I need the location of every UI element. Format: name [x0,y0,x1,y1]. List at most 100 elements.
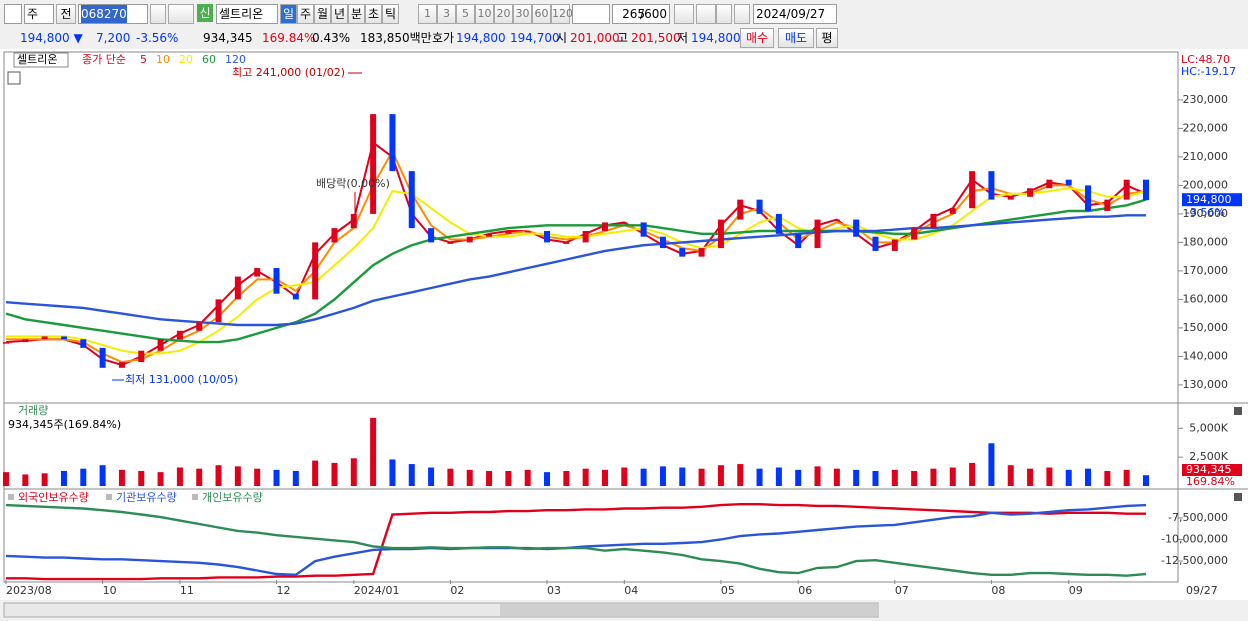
interval-button[interactable]: 30 [513,4,532,24]
interval-select[interactable] [572,4,610,24]
open: 201,000 [570,31,620,45]
prev-button[interactable]: 전 [56,4,76,24]
x-tick-label: 12 [277,584,291,597]
volume-bar [292,470,299,486]
volume-bar [891,469,898,486]
x-tick-label: 07 [895,584,909,597]
volume-bar [544,472,551,486]
volume-bar [99,465,106,486]
y-tick-label: 210,000 [1183,150,1229,163]
menu-icon[interactable] [4,4,22,24]
volume-bar [698,468,705,486]
close-icon[interactable] [1234,493,1242,501]
candle [988,171,995,200]
volume-bar [1027,468,1034,486]
period-button[interactable]: 틱 [382,4,399,24]
x-tick-label: 06 [798,584,812,597]
candle [292,293,299,300]
name-box[interactable]: 셀트리온 [216,4,278,24]
period-button[interactable]: 분 [348,4,365,24]
volume-bar [621,467,628,486]
candle [814,219,821,249]
candle [138,350,145,363]
y-tick-label: 170,000 [1183,264,1229,277]
interval-button[interactable]: 1 [418,4,437,24]
volume-bar [157,472,164,486]
sell-button[interactable]: 매도 [778,28,814,48]
last-volume-label: 934,345 [1186,463,1232,476]
date-box[interactable]: 2024/09/27 [753,4,837,24]
candle [659,236,666,249]
y-tick-label: 160,000 [1183,292,1229,305]
volume-bar [872,470,879,486]
candle [601,222,608,231]
y-tick-label: -7,500,000 [1168,511,1228,524]
interval-button[interactable]: 120 [551,4,573,24]
new-badge: 신 [197,4,213,22]
period-button[interactable]: 주 [297,4,314,24]
interval-button[interactable]: 5 [456,4,475,24]
settings-button[interactable] [734,4,750,24]
bid: 194,700 [510,31,560,45]
legend-entry: 20 [179,53,193,66]
buy-button[interactable]: 매수 [740,28,774,48]
candle [196,322,203,331]
tool-button[interactable] [674,4,694,24]
volume-bar [3,472,9,486]
volume-bar [1104,470,1111,486]
market-select[interactable]: 주 [24,4,54,24]
x-tick-label: 03 [547,584,561,597]
save-button[interactable] [716,4,732,24]
x-tick-label: 2023/08 [6,584,52,597]
volume-bar [505,470,512,486]
candle [1007,196,1014,200]
code-input[interactable]: 068270 [78,4,148,24]
candle [1143,179,1149,201]
interval-button[interactable]: 3 [437,4,456,24]
candle [872,236,879,251]
open-label: 시 [556,31,568,45]
tool-button[interactable] [696,4,716,24]
annotation: 최고 241,000 (01/02) [232,66,345,79]
high: 201,500 [631,31,681,45]
period-button[interactable]: 일 [280,4,297,24]
table-icon[interactable] [7,71,21,85]
volume-bar [601,469,608,486]
volume-bar [717,465,724,486]
candle [1085,185,1092,212]
scroll-thumb[interactable] [500,604,878,616]
search-button[interactable] [150,4,166,24]
code: 068270 [81,5,127,23]
volume-bar [679,467,686,486]
candle [80,339,87,348]
candle [1046,179,1053,189]
legend-swatch [8,494,14,500]
panel-subtitle: 934,345주(169.84%) [8,418,121,431]
candle [215,299,222,323]
count-box[interactable]: 265/600 [612,4,670,24]
ask: 194,800 [456,31,506,45]
interval-button[interactable]: 10 [475,4,494,24]
interval-button[interactable]: 60 [532,4,551,24]
y-tick-label: 200,000 [1183,178,1229,191]
volume-bar [331,462,338,486]
period-button[interactable]: 년 [331,4,348,24]
x-tick-label: 10 [103,584,117,597]
quote-bar: 194,800 ▼ 7,200 -3.56% 934,345 169.84% 0… [0,27,1248,49]
candle [795,233,802,249]
volume-bar [138,470,145,486]
legend-entry: 60 [202,53,216,66]
volume-bar [466,469,473,486]
candle [582,230,589,243]
y-tick-label: -10,000,000 [1161,533,1228,546]
period-button[interactable]: 초 [365,4,382,24]
legend-entry: 개인보유수량 [202,491,263,504]
interval-button[interactable]: 20 [494,4,513,24]
close-icon[interactable] [1234,407,1242,415]
period-button[interactable]: 월 [314,4,331,24]
volume-bar [949,467,956,486]
eval-button[interactable]: 평 [816,28,838,48]
x-tick-label: 11 [180,584,194,597]
sound-button[interactable] [168,4,194,24]
